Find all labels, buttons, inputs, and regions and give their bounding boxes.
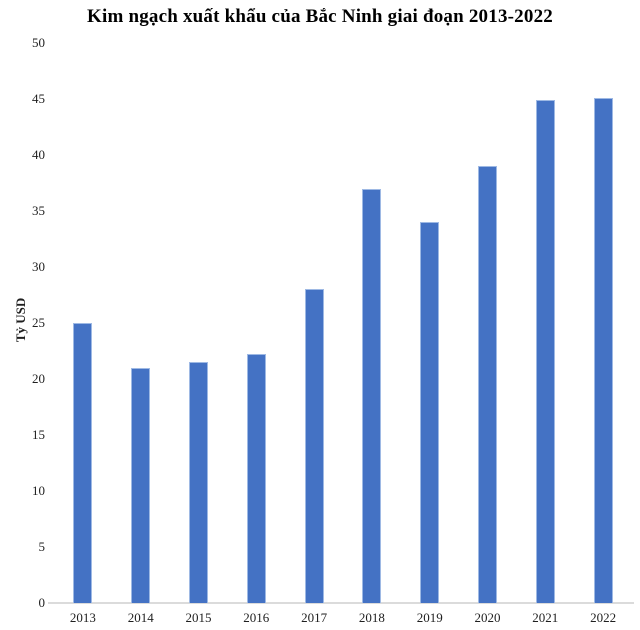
y-tick-label: 5	[38, 539, 46, 554]
y-tick-label: 25	[32, 315, 45, 330]
bar-2017	[304, 289, 324, 603]
y-tick-label: 0	[38, 595, 46, 610]
x-tick-label: 2020	[474, 610, 501, 625]
bar-2018	[362, 188, 382, 603]
bar-2019	[420, 222, 440, 603]
bar-2016	[246, 354, 266, 603]
bar-2021	[535, 100, 555, 603]
y-tick-label: 45	[32, 91, 45, 106]
x-axis-line	[48, 602, 634, 604]
x-tick-label: 2022	[590, 610, 617, 625]
x-tick-label: 2018	[358, 610, 385, 625]
x-tick-label: 2017	[301, 610, 328, 625]
y-tick-label: 10	[32, 483, 45, 498]
y-tick-label: 35	[32, 203, 45, 218]
x-tick-label: 2021	[532, 610, 559, 625]
y-tick-label: 15	[32, 427, 45, 442]
bar-2015	[189, 362, 208, 603]
y-tick-label: 50	[32, 35, 45, 50]
bar-2013	[73, 323, 93, 603]
plot-area	[54, 43, 632, 603]
bar-2020	[478, 166, 497, 603]
y-tick-label: 20	[32, 371, 45, 386]
x-tick-label: 2014	[127, 610, 154, 625]
x-tick-label: 2016	[243, 610, 270, 625]
x-tick-label: 2013	[69, 610, 96, 625]
x-tick-label: 2015	[185, 610, 212, 625]
chart-title: Kim ngạch xuất khẩu của Bắc Ninh giai đo…	[87, 6, 553, 27]
bar-2022	[593, 97, 613, 603]
y-tick-label: 40	[32, 147, 45, 162]
bar-2014	[131, 367, 151, 603]
x-tick-label: 2019	[416, 610, 443, 625]
y-tick-label: 30	[32, 259, 45, 274]
